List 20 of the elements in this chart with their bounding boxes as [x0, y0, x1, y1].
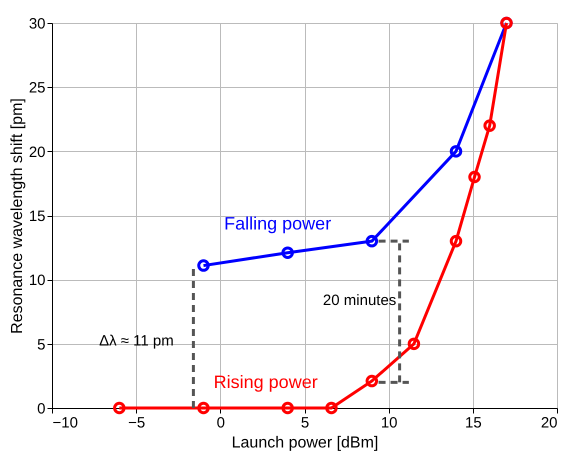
- y-tick-label: 10: [28, 272, 46, 290]
- series-label: Rising power: [214, 372, 318, 392]
- y-tick-label: 0: [37, 400, 46, 418]
- y-tick-label: 5: [37, 336, 46, 354]
- x-tick-label: 15: [464, 414, 482, 432]
- x-tick-label: −5: [128, 414, 146, 432]
- y-tick-label: 20: [28, 144, 46, 161]
- y-tick-label: 30: [28, 16, 46, 32]
- annotation: 20 minutes: [322, 292, 396, 309]
- y-tick-label: 25: [28, 80, 46, 97]
- x-tick-label: 0: [216, 414, 226, 432]
- y-tick-label: 15: [28, 208, 46, 225]
- series-label: Falling power: [224, 214, 332, 234]
- x-axis-title: Launch power [dBm]: [232, 434, 378, 452]
- y-axis-title: Resonance wavelength shift [pm]: [8, 98, 26, 334]
- x-tick-label: −10: [52, 414, 78, 432]
- x-tick-label: 20: [540, 414, 558, 432]
- x-tick-label: 5: [300, 414, 310, 432]
- x-tick-label: 10: [380, 414, 398, 432]
- annotation: Δλ ≈ 11 pm: [99, 332, 174, 350]
